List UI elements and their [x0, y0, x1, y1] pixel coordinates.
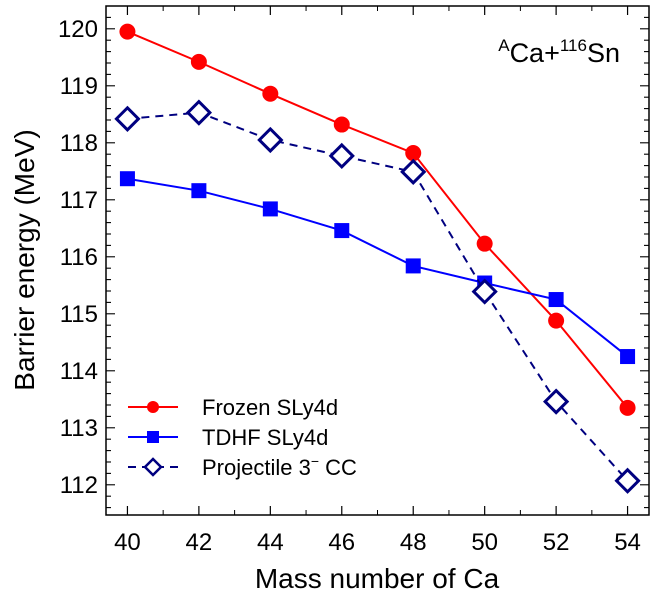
- x-axis-label: Mass number of Ca: [255, 563, 500, 594]
- legend-entry: Frozen SLy4d: [128, 395, 338, 420]
- x-tick-label: 42: [186, 529, 213, 556]
- series-line: [127, 30, 629, 409]
- legend-label: TDHF SLy4d: [202, 425, 328, 450]
- y-tick-label: 114: [60, 358, 98, 385]
- data-point: [334, 223, 350, 239]
- x-tick-label: 44: [257, 529, 284, 556]
- y-tick-label: 115: [60, 301, 98, 328]
- data-point: [262, 85, 279, 102]
- legend-entry: Projectile 3− CC: [128, 453, 357, 480]
- data-point: [119, 171, 135, 187]
- plot-frame: [105, 5, 650, 516]
- x-tick-label: 50: [471, 529, 498, 556]
- annotation-ca: Ca+: [510, 38, 560, 68]
- annotation-sup-a: A: [498, 36, 510, 55]
- data-point: [262, 201, 278, 217]
- series-layer: [114, 23, 641, 494]
- x-tick-label: 54: [614, 529, 641, 556]
- data-point: [191, 183, 207, 199]
- x-tick-label: 40: [114, 529, 141, 556]
- legend-marker: [147, 401, 159, 413]
- x-tick-label: 48: [400, 529, 427, 556]
- data-point: [190, 53, 207, 70]
- data-point: [614, 467, 641, 494]
- series-line: [127, 177, 629, 358]
- annotation: ACa+116Sn: [498, 36, 620, 68]
- data-point: [185, 99, 213, 126]
- data-point: [619, 399, 636, 416]
- y-tick-label: 117: [60, 187, 98, 214]
- legend-label: Projectile 3− CC: [202, 453, 357, 480]
- axes: 40 42 44 46 48 50 52 54 112 113 114 115 116 117 118 119…: [58, 5, 650, 556]
- y-tick-label: 120: [58, 16, 98, 43]
- data-point: [328, 142, 355, 170]
- legend-label: Frozen SLy4d: [202, 395, 338, 420]
- data-point: [400, 158, 427, 185]
- y-tick-label: 118: [60, 130, 98, 157]
- data-point: [114, 105, 141, 132]
- data-point: [548, 292, 564, 308]
- x-tick-label: 52: [543, 529, 570, 556]
- data-point: [548, 312, 565, 329]
- series-line: [127, 111, 629, 482]
- y-tick-label: 119: [60, 73, 98, 100]
- data-point: [405, 258, 421, 274]
- legend-marker: [143, 457, 163, 477]
- series-1: [119, 171, 636, 365]
- legend: Frozen SLy4d TDHF SLy4d Projectile 3− CC: [128, 395, 357, 480]
- y-tick-label: 116: [60, 244, 98, 271]
- y-tick-label: 112: [60, 472, 98, 499]
- series-0: [119, 23, 636, 416]
- data-point: [257, 126, 284, 154]
- data-point: [119, 23, 136, 40]
- data-point: [620, 349, 636, 365]
- data-point: [476, 235, 493, 252]
- data-point: [405, 145, 422, 162]
- y-axis-label: Barrier energy (MeV): [9, 129, 40, 390]
- legend-entry: TDHF SLy4d: [128, 425, 328, 450]
- y-tick-label: 113: [60, 415, 98, 442]
- annotation-sn: Sn: [587, 38, 620, 68]
- legend-marker: [147, 431, 159, 443]
- annotation-sup-116: 116: [560, 36, 587, 55]
- x-tick-label: 46: [328, 529, 355, 556]
- data-point: [471, 278, 498, 305]
- series-2: [114, 99, 641, 494]
- data-point: [333, 116, 350, 133]
- data-point: [542, 388, 570, 415]
